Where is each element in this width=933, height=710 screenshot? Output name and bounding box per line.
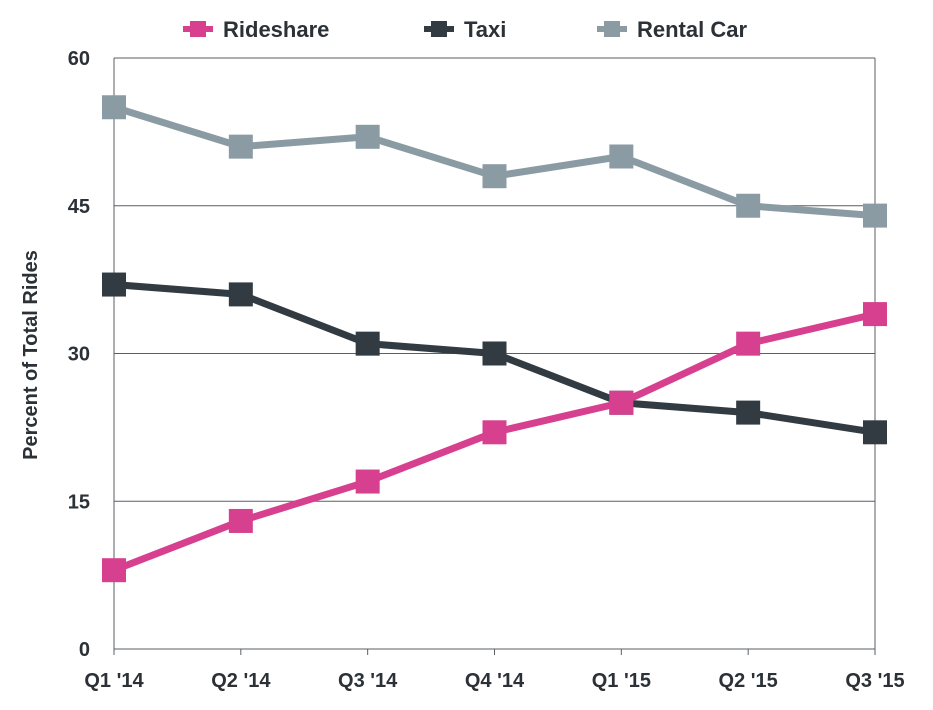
y-tick-label: 30 <box>68 344 90 366</box>
data-point-marker <box>736 193 761 218</box>
y-axis-title: Percent of Total Rides <box>20 250 42 460</box>
data-point-marker <box>355 331 380 356</box>
data-point-marker <box>355 124 380 149</box>
series-layer <box>102 95 887 583</box>
y-tick-label: 0 <box>79 639 90 661</box>
series-line <box>112 103 876 220</box>
y-tick-label: 60 <box>68 48 90 70</box>
x-tick-label: Q1 '14 <box>84 670 144 692</box>
legend-label: Rideshare <box>223 17 329 42</box>
data-point-marker <box>736 400 761 425</box>
data-point-marker <box>482 341 507 366</box>
legend-item: Taxi <box>424 17 506 42</box>
data-point-marker <box>355 469 380 494</box>
series-rental-car <box>102 95 887 228</box>
data-point-marker <box>863 420 887 445</box>
data-point-marker <box>228 508 253 533</box>
x-tick-label: Q2 '15 <box>719 670 778 692</box>
x-tick-label: Q4 '14 <box>465 670 525 692</box>
legend-swatch-marker <box>604 21 620 37</box>
data-point-marker <box>482 420 507 445</box>
data-point-marker <box>609 390 634 415</box>
x-tick-label: Q3 '15 <box>845 670 904 692</box>
legend-label: Taxi <box>464 17 506 42</box>
legend-item: Rideshare <box>183 17 329 42</box>
legend: Rideshare Taxi Rental Car <box>183 17 747 42</box>
data-point-marker <box>102 95 126 120</box>
legend-swatch-marker <box>190 21 206 37</box>
data-point-marker <box>736 331 761 356</box>
x-tick-label: Q2 '14 <box>211 670 271 692</box>
x-tick-label: Q3 '14 <box>338 670 398 692</box>
data-point-marker <box>863 203 887 228</box>
y-tick-label: 15 <box>68 491 90 513</box>
y-axis-ticks: 0 15 30 45 60 <box>68 48 90 661</box>
y-tick-label: 45 <box>68 196 90 218</box>
legend-label: Rental Car <box>637 17 747 42</box>
data-point-marker <box>228 134 253 159</box>
series-rideshare <box>102 302 887 583</box>
series-taxi <box>102 272 887 445</box>
legend-swatch-marker <box>431 21 447 37</box>
data-point-marker <box>863 302 887 327</box>
x-axis-ticks: Q1 '14 Q2 '14 Q3 '14 Q4 '14 Q1 '15 Q2 '15 Q3 '… <box>84 649 905 692</box>
data-point-marker <box>609 144 634 169</box>
data-point-marker <box>102 272 126 297</box>
x-tick-label: Q1 '15 <box>592 670 651 692</box>
data-point-marker <box>228 282 253 307</box>
data-point-marker <box>102 558 126 583</box>
legend-item: Rental Car <box>597 17 747 42</box>
data-point-marker <box>482 164 507 189</box>
